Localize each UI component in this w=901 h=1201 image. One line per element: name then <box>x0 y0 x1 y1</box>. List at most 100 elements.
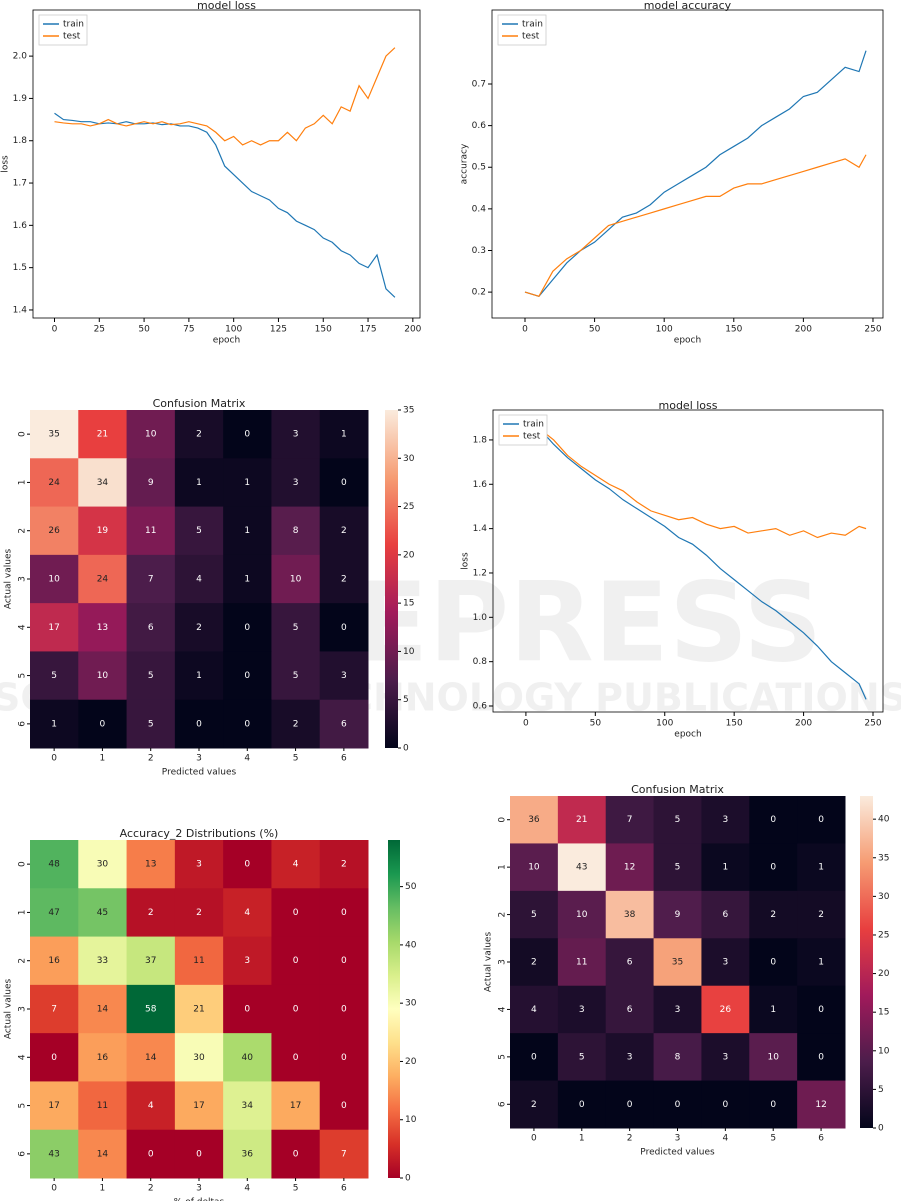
x-tick-label: 0 <box>523 719 529 729</box>
heatmap-cell <box>749 843 798 892</box>
cell-value: 5 <box>196 526 202 536</box>
y-tick-label: 2 <box>498 912 508 918</box>
cell-value: 36 <box>528 815 540 825</box>
x-axis-label: Predicted values <box>640 1148 715 1158</box>
heatmap-cell <box>78 410 128 459</box>
cell-value: 6 <box>341 719 347 729</box>
cell-value: 0 <box>770 863 776 873</box>
heatmap-cell <box>319 410 369 459</box>
heatmap-cell <box>174 458 224 508</box>
x-tick-label: 250 <box>864 719 881 729</box>
y-tick-label: 0.6 <box>473 702 488 712</box>
colorbar-tick-label: 35 <box>403 406 414 416</box>
y-tick-label: 0.3 <box>472 246 486 256</box>
heatmap-cell <box>557 985 607 1034</box>
heatmap-cell <box>174 1033 224 1082</box>
heatmap-cell <box>30 888 79 938</box>
heatmap-cell <box>30 603 79 652</box>
heatmap-cell <box>174 936 224 986</box>
y-tick-label: 0 <box>498 817 508 823</box>
cell-value: 0 <box>148 1149 154 1159</box>
y-tick-label: 0.2 <box>472 288 486 298</box>
x-tick-label: 6 <box>341 754 347 764</box>
heatmap-cell <box>126 1033 176 1082</box>
x-tick-label: 100 <box>225 325 242 335</box>
heatmap-cell <box>749 938 798 987</box>
legend-label: train <box>522 20 543 30</box>
cell-value: 1 <box>51 719 57 729</box>
heatmap-cell <box>701 890 750 939</box>
cell-value: 13 <box>145 860 156 870</box>
heatmap-cell <box>653 890 702 939</box>
cell-value: 10 <box>576 910 588 920</box>
cell-value: 6 <box>722 910 728 920</box>
heatmap-cell <box>126 840 176 889</box>
y-tick-label: 5 <box>18 1103 28 1109</box>
heatmap-cell <box>653 1080 702 1129</box>
cell-value: 35 <box>48 430 59 440</box>
heatmap-cell <box>510 796 559 844</box>
colorbar-tick-label: 30 <box>405 999 417 1009</box>
heatmap-cell <box>271 1081 321 1131</box>
cell-value: 3 <box>196 860 202 870</box>
heatmap-cell <box>701 843 750 892</box>
cell-value: 6 <box>627 958 633 968</box>
cell-value: 5 <box>675 815 681 825</box>
heatmap-cell <box>78 888 128 938</box>
x-axis-label: Predicted values <box>162 768 237 778</box>
cell-value: 2 <box>293 719 299 729</box>
colorbar-tick-label: 30 <box>878 892 890 902</box>
heatmap-cell <box>271 840 321 889</box>
cell-value: 30 <box>193 1053 205 1063</box>
heatmap-cell <box>510 938 559 987</box>
heatmap-cell <box>319 888 369 938</box>
y-tick-label: 0.7 <box>472 80 486 90</box>
heatmap-cell <box>271 458 321 508</box>
heatmap-cell <box>749 985 798 1034</box>
heatmap-cell <box>223 984 272 1034</box>
heatmap-cell <box>557 843 607 892</box>
x-tick-label: 25 <box>94 325 105 335</box>
heatmap-cell <box>510 843 559 892</box>
y-axis-label: accuracy <box>460 143 470 184</box>
cell-value: 1 <box>244 575 250 585</box>
x-tick-label: 0 <box>522 325 528 335</box>
y-tick-label: 1.7 <box>13 179 27 189</box>
x-axis-label: epoch <box>674 730 701 740</box>
cell-value: 16 <box>97 1053 109 1063</box>
heatmap-cell <box>319 1129 369 1179</box>
cell-value: 37 <box>145 956 156 966</box>
cell-value: 0 <box>293 908 299 918</box>
plot-frame <box>492 409 884 713</box>
y-tick-label: 4 <box>18 1054 28 1060</box>
heatmap-cell <box>797 1080 846 1129</box>
chart-title: Confusion Matrix <box>631 783 724 796</box>
heatmap-cell <box>30 458 79 508</box>
series-line <box>524 154 867 297</box>
heatmap-cell <box>174 1129 224 1179</box>
heatmap-cell <box>30 651 79 701</box>
x-tick-label: 100 <box>656 719 673 729</box>
cell-value: 7 <box>341 1149 347 1159</box>
x-tick-label: 3 <box>196 754 202 764</box>
series-line <box>525 417 867 700</box>
heatmap-cell <box>223 603 272 652</box>
heatmap-cell <box>510 890 559 939</box>
heatmap-cell <box>174 410 224 459</box>
cell-value: 14 <box>97 1005 109 1015</box>
cell-value: 2 <box>770 910 776 920</box>
cell-value: 34 <box>97 478 109 488</box>
heatmap-cell <box>701 1080 750 1129</box>
cell-value: 48 <box>48 860 60 870</box>
y-tick-label: 2.0 <box>13 52 28 62</box>
colorbar-tick-label: 35 <box>878 853 889 863</box>
cell-value: 1 <box>244 526 250 536</box>
x-tick-label: 250 <box>864 325 881 335</box>
heatmap-cell <box>223 1081 272 1131</box>
heatmap-cell <box>271 1129 321 1179</box>
cell-value: 43 <box>576 863 587 873</box>
legend-box <box>38 14 88 46</box>
cell-value: 34 <box>242 1101 254 1111</box>
heatmap-cell <box>271 554 321 604</box>
y-tick-label: 6 <box>498 1101 508 1107</box>
